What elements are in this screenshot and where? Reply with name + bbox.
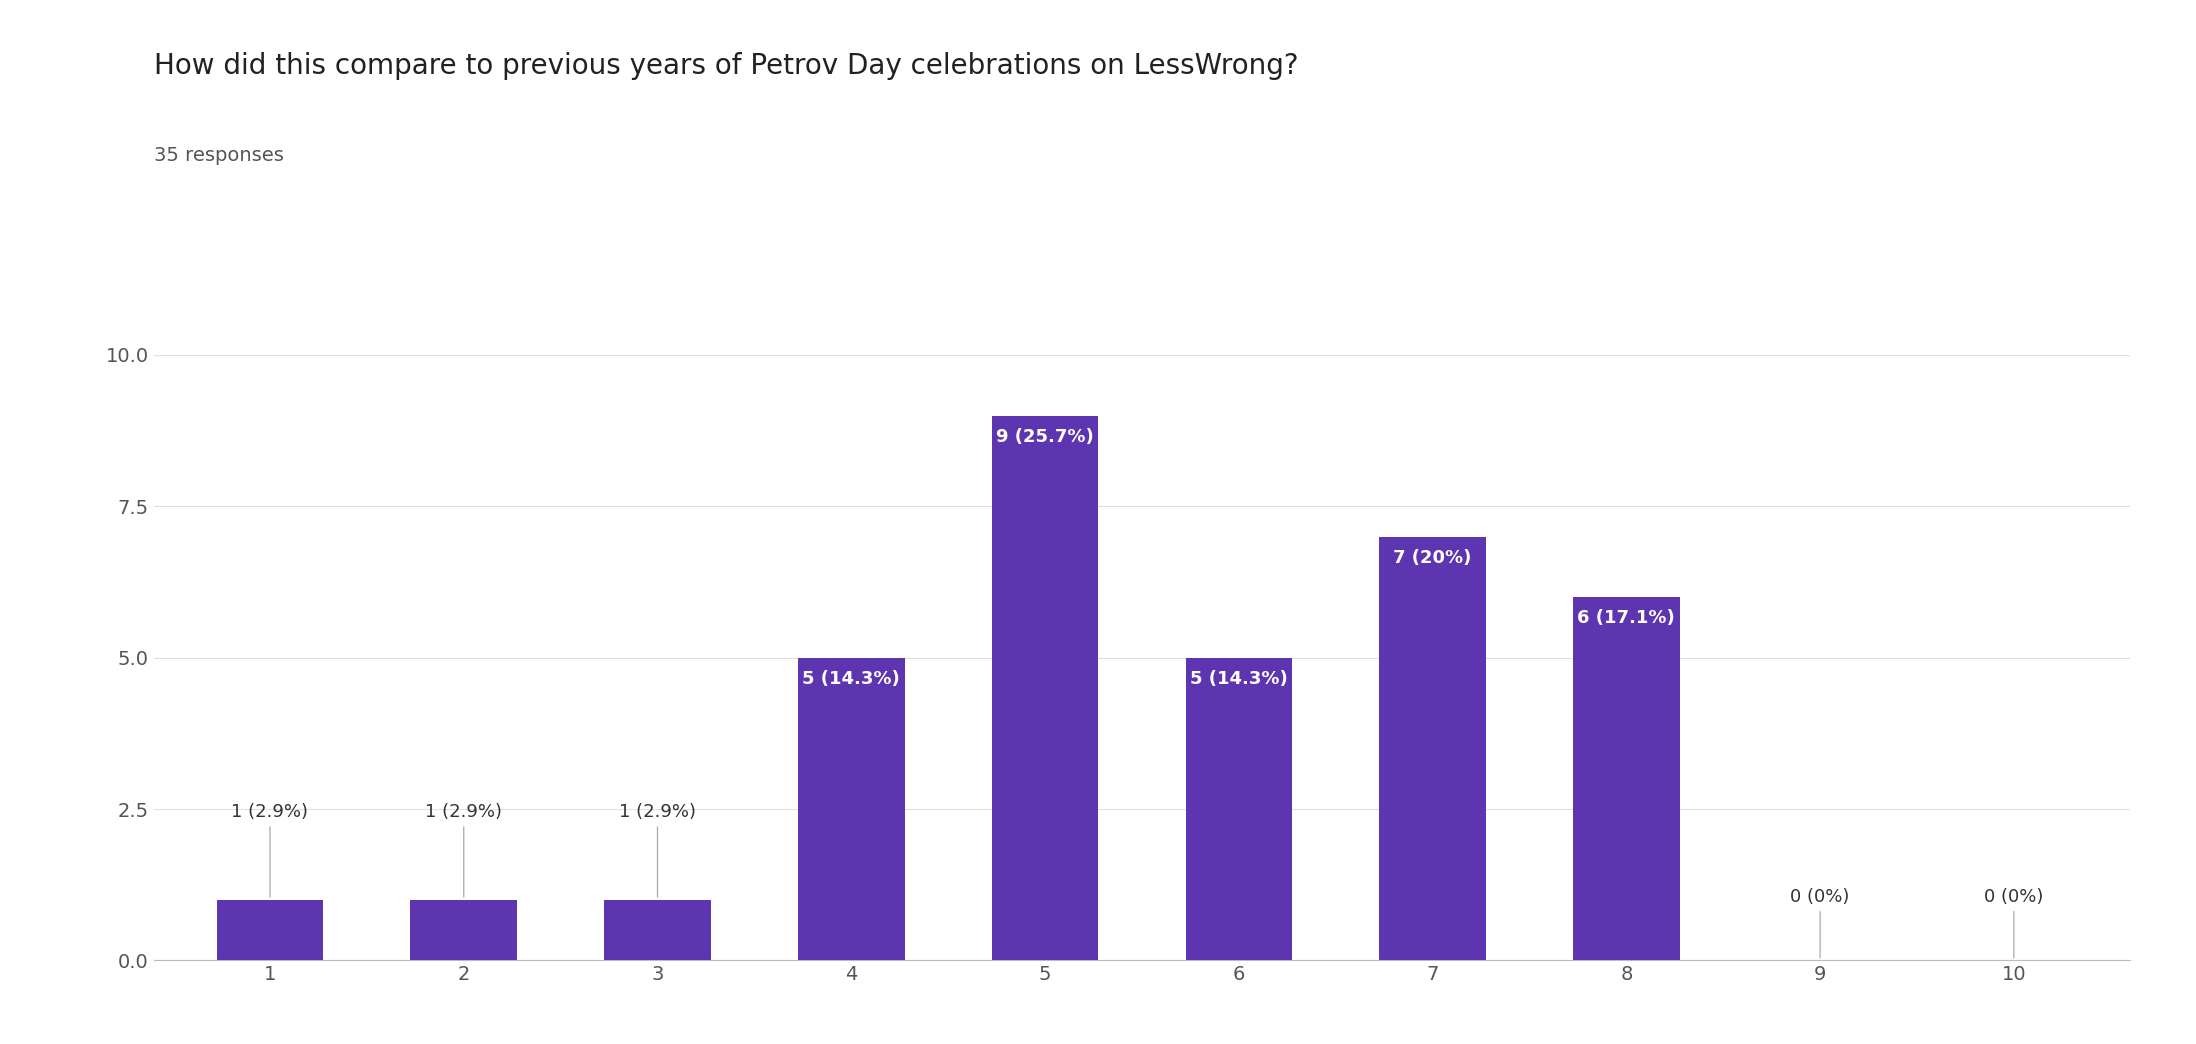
Text: 1 (2.9%): 1 (2.9%) [231, 803, 307, 897]
Text: 7 (20%): 7 (20%) [1394, 549, 1471, 567]
Text: 0 (0%): 0 (0%) [1790, 888, 1849, 957]
Bar [411, 900, 516, 960]
Bar [1186, 658, 1291, 960]
Text: 35 responses: 35 responses [154, 146, 283, 165]
Text: 1 (2.9%): 1 (2.9%) [619, 803, 696, 897]
Bar [1379, 537, 1487, 960]
Text: 6 (17.1%): 6 (17.1%) [1577, 610, 1676, 627]
Text: 0 (0%): 0 (0%) [1985, 888, 2044, 957]
Bar [1572, 597, 1680, 960]
Bar [797, 658, 905, 960]
Text: 1 (2.9%): 1 (2.9%) [426, 803, 503, 897]
Text: 5 (14.3%): 5 (14.3%) [802, 670, 900, 688]
Text: How did this compare to previous years of Petrov Day celebrations on LessWrong?: How did this compare to previous years o… [154, 52, 1298, 80]
Bar [217, 900, 323, 960]
Text: 9 (25.7%): 9 (25.7%) [997, 428, 1094, 446]
Text: 5 (14.3%): 5 (14.3%) [1190, 670, 1287, 688]
Bar [993, 416, 1098, 960]
Bar [604, 900, 712, 960]
